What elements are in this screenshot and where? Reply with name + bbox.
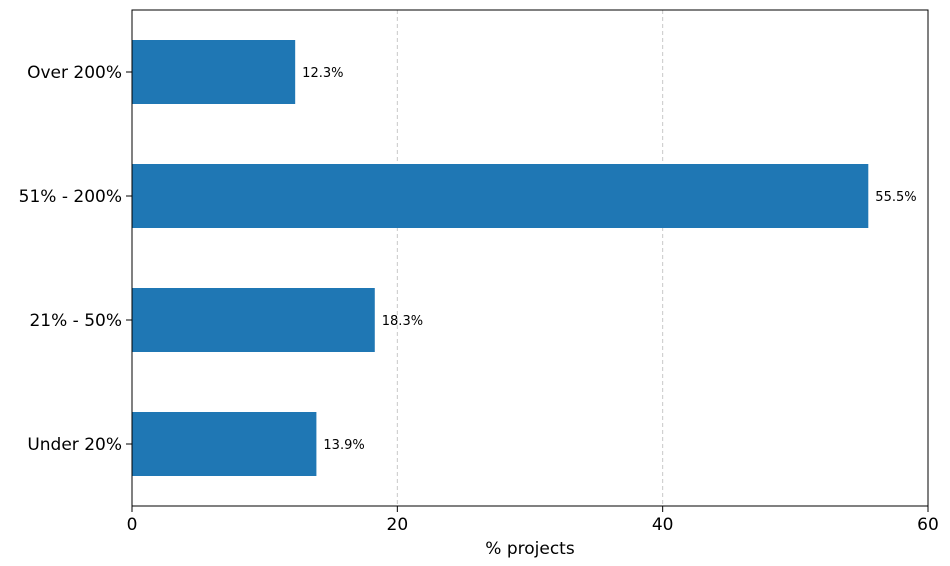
grid-lines	[396, 10, 664, 506]
bar-value-label: 13.9%	[323, 438, 364, 453]
y-tick-label: Under 20%	[27, 435, 122, 455]
x-tick-label: 20	[387, 515, 409, 535]
bar	[132, 412, 317, 476]
bar	[132, 40, 296, 104]
bars	[132, 40, 869, 476]
x-axis-ticks: 0 20 40 60	[127, 506, 939, 535]
x-tick-label: 60	[917, 515, 939, 535]
bar	[132, 288, 375, 352]
y-tick-label: 51% - 200%	[19, 187, 122, 207]
x-tick-label: 0	[127, 515, 138, 535]
y-tick-label: 21% - 50%	[29, 311, 122, 331]
y-axis-ticks: Under 20% 21% - 50% 51% - 200% Over 200%	[19, 63, 132, 455]
bar-value-label: 18.3%	[382, 314, 423, 329]
x-tick-label: 40	[652, 515, 674, 535]
plot-frame	[131, 9, 929, 507]
bar	[132, 164, 869, 228]
y-tick-label: Over 200%	[27, 63, 122, 83]
x-axis-title: % projects	[485, 539, 575, 559]
data-labels: 13.9% 18.3% 55.5% 12.3%	[302, 66, 916, 453]
bar-value-label: 55.5%	[875, 190, 916, 205]
bar-value-label: 12.3%	[302, 66, 343, 81]
